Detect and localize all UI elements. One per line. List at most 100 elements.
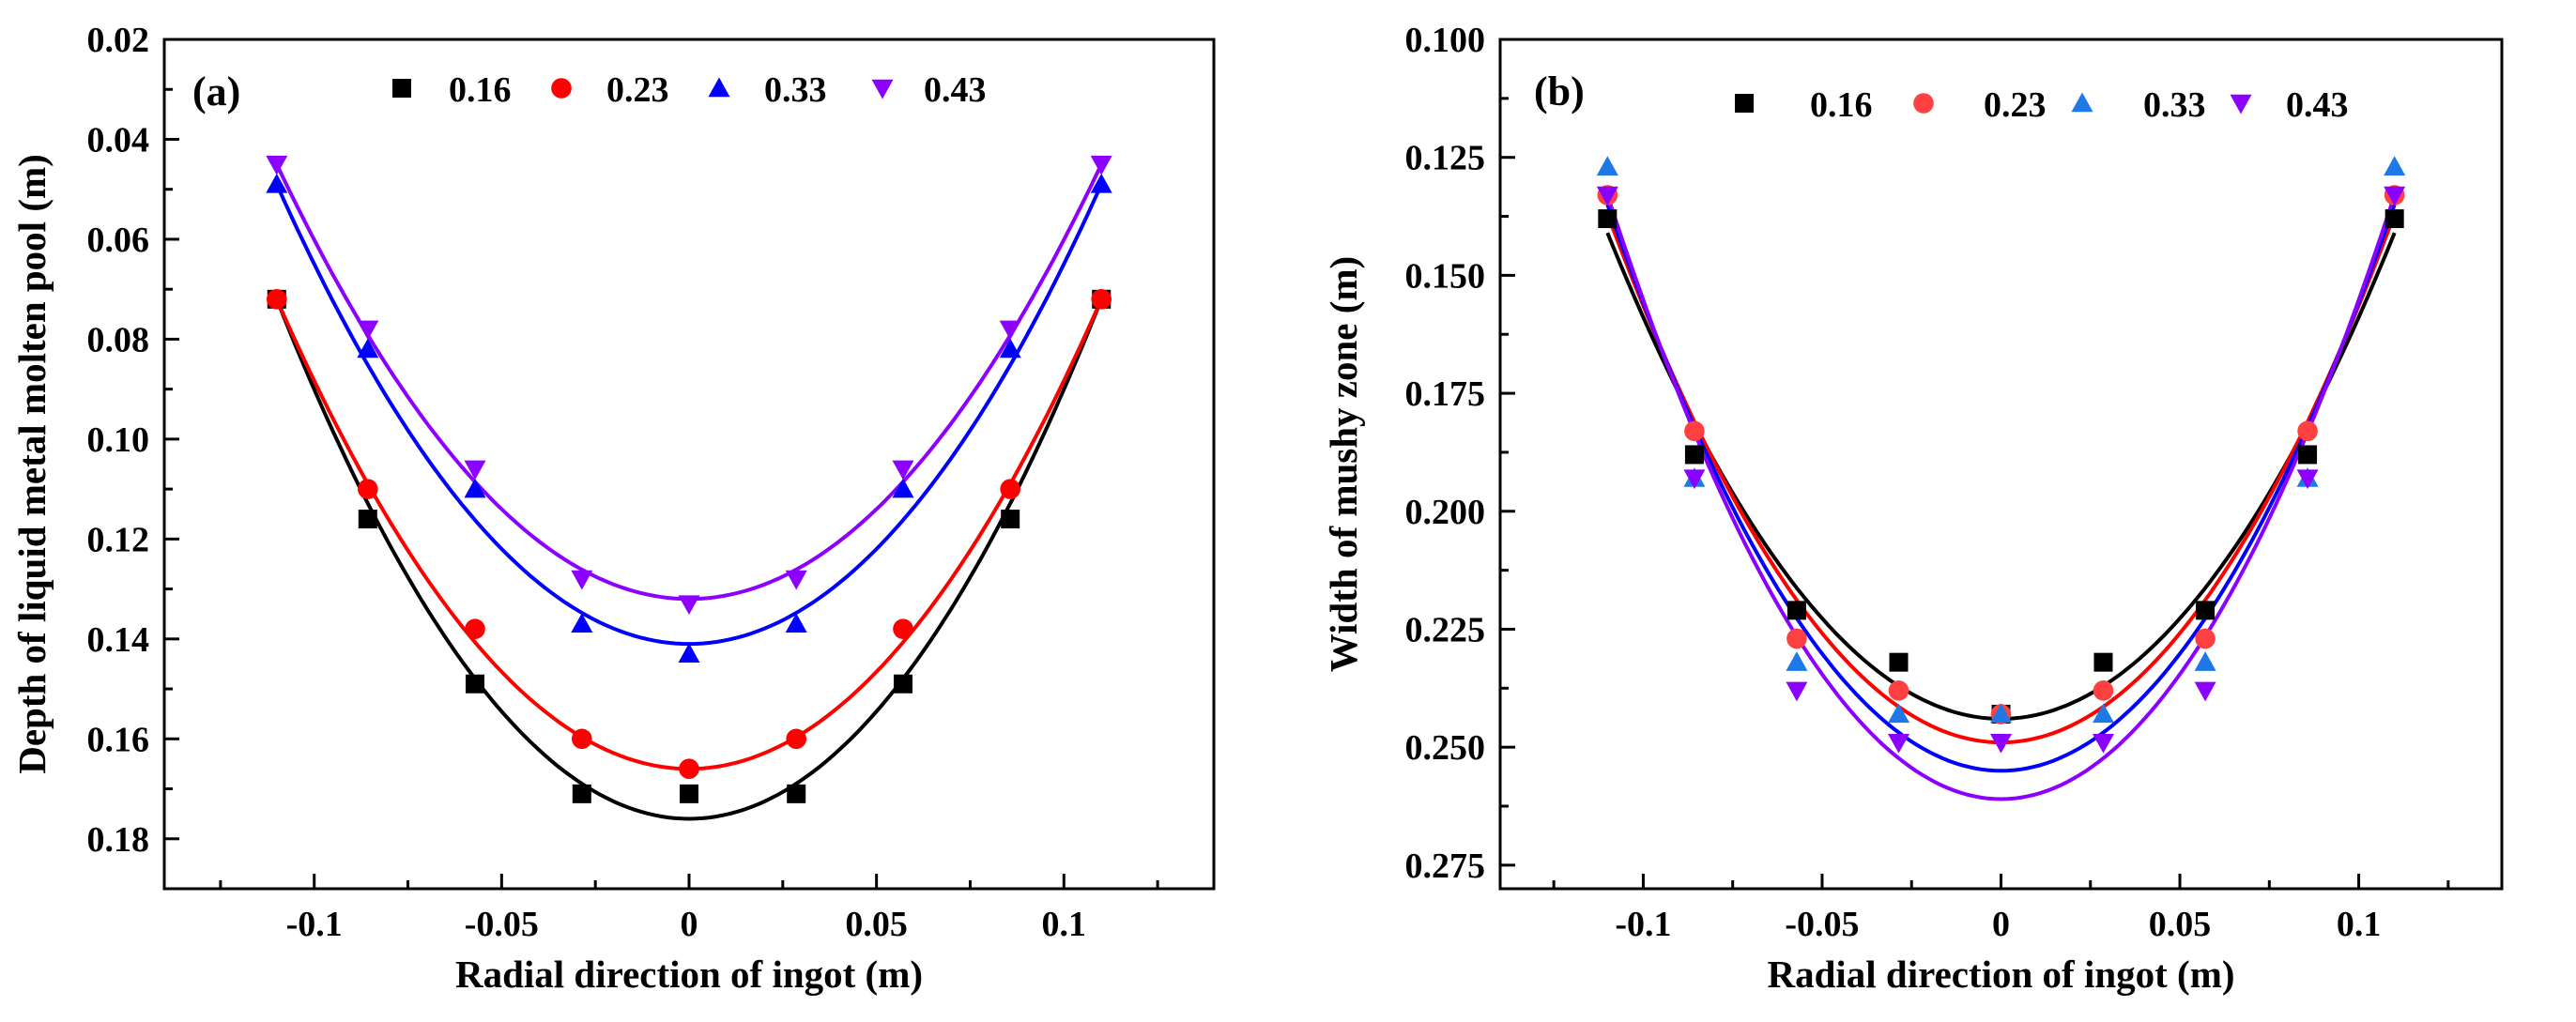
data-point-0.16: [2093, 652, 2113, 672]
data-point-0.43: [464, 460, 486, 480]
y-tick-label: 0.02: [87, 21, 150, 60]
y-tick-label: 0.225: [1405, 610, 1486, 649]
legend-label: 0.33: [764, 70, 827, 110]
y-tick-label: 0.12: [87, 520, 150, 559]
fit-curve-0.33: [1605, 204, 2397, 773]
panel-label: (b): [1534, 69, 1585, 114]
legend-marker-0.23: [551, 78, 572, 99]
panel-a: -0.1 -0.05 0 0.05 0.1 0.02 0.04 0.06 0.08 0.10 0.1…: [10, 21, 1216, 996]
y-tick-label: 0.04: [87, 120, 150, 160]
y-tick-label: 0.175: [1405, 374, 1486, 414]
y-tick-label: 0.08: [87, 320, 150, 359]
legend-marker-0.33: [708, 77, 730, 98]
legend-marker-0.43: [2230, 94, 2252, 114]
data-point-0.43: [357, 320, 379, 341]
x-axis-label: Radial direction of ingot (m): [1767, 953, 2234, 996]
data-point-0.23: [2297, 420, 2318, 442]
data-point-0.33: [571, 613, 593, 633]
data-point-0.33: [1990, 703, 2012, 724]
fit-curve-0.23: [274, 297, 1104, 771]
data-point-0.33: [2194, 651, 2216, 671]
y-tick-label: 0.16: [87, 720, 150, 759]
y-tick-label: 0.250: [1405, 728, 1486, 768]
data-point-0.43: [2296, 469, 2319, 490]
data-point-0.23: [679, 758, 699, 780]
y-tick-label: 0.100: [1405, 21, 1486, 60]
data-point-0.43: [2092, 733, 2114, 754]
data-point-0.23: [572, 728, 592, 750]
data-point-0.16: [893, 674, 912, 694]
data-point-0.16: [2298, 445, 2318, 465]
legend-label: 0.16: [449, 70, 512, 110]
data-point-0.23: [358, 479, 378, 499]
data-point-0.43: [266, 155, 288, 175]
x-tick-label: -0.05: [465, 905, 539, 944]
data-point-0.33: [785, 613, 807, 633]
data-point-0.33: [464, 478, 486, 498]
data-point-0.16: [1786, 601, 1806, 620]
data-point-0.33: [678, 643, 700, 663]
data-point-0.33: [999, 338, 1021, 358]
data-point-0.43: [1990, 733, 2012, 754]
data-point-0.43: [1786, 681, 1808, 702]
data-point-0.33: [892, 478, 914, 498]
y-tick-label: 0.14: [87, 620, 150, 660]
data-point-0.16: [680, 784, 698, 803]
y-tick-label: 0.275: [1405, 847, 1486, 886]
data-point-0.33: [357, 338, 379, 358]
legend-label: 0.43: [924, 70, 987, 110]
x-tick-label: 0.1: [2337, 905, 2382, 944]
data-point-0.33: [1786, 651, 1808, 671]
data-point-0.16: [1889, 652, 1909, 672]
fit-curve-0.16: [274, 298, 1104, 821]
data-point-0.16: [1001, 510, 1020, 529]
y-tick-label: 0.06: [87, 221, 150, 260]
data-point-0.43: [2384, 186, 2406, 206]
x-tick-label: 0: [1992, 905, 2010, 944]
legend-marker-0.33: [2071, 92, 2093, 113]
y-axis-label: Width of mushy zone (m): [1322, 256, 1365, 672]
data-point-0.23: [786, 728, 806, 750]
data-point-0.43: [1596, 186, 1618, 206]
x-tick-label: 0.1: [1042, 905, 1087, 944]
data-point-0.43: [785, 570, 807, 590]
data-point-0.23: [465, 618, 485, 639]
legend-marker-0.43: [871, 79, 894, 99]
data-point-0.16: [358, 510, 377, 529]
x-tick-label: 0: [681, 905, 698, 944]
legend-label: 0.43: [2286, 85, 2349, 125]
data-point-0.16: [1684, 445, 1704, 465]
data-point-0.43: [678, 595, 700, 616]
data-point-0.33: [1090, 173, 1112, 193]
fit-curve-0.43: [1605, 194, 2397, 801]
legend-label: 0.23: [606, 70, 669, 110]
data-point-0.23: [2093, 680, 2114, 701]
y-axis-label: Depth of liquid metal molten pool (m): [10, 154, 54, 774]
x-tick-label: 0.05: [2149, 905, 2212, 944]
fit-curve-0.16: [1605, 232, 2397, 722]
data-point-0.33: [266, 173, 288, 193]
data-point-0.33: [2384, 156, 2406, 175]
legend-label: 0.16: [1810, 85, 1873, 125]
panel-label: (a): [192, 69, 240, 114]
data-point-0.16: [2384, 209, 2404, 229]
y-tick-label: 0.125: [1405, 139, 1486, 178]
legend-label: 0.33: [2143, 85, 2206, 125]
panel-b: -0.1 -0.05 0 0.05 0.1 0.100 0.125 0.150 0.175 0.2…: [1322, 21, 2504, 996]
y-tick-label: 0.200: [1405, 493, 1486, 532]
data-point-0.23: [893, 618, 913, 639]
data-point-0.23: [1888, 680, 1909, 701]
data-point-0.23: [1786, 628, 1807, 649]
data-point-0.23: [1684, 420, 1705, 442]
plot-frame: [1498, 38, 2504, 891]
data-point-0.43: [571, 570, 593, 590]
data-point-0.43: [2194, 681, 2216, 702]
x-tick-label: -0.1: [1615, 905, 1671, 944]
x-tick-label: 0.05: [845, 905, 908, 944]
y-tick-label: 0.150: [1405, 256, 1486, 296]
data-point-0.43: [1090, 155, 1112, 175]
y-tick-label: 0.18: [87, 820, 150, 860]
legend-marker-0.23: [1913, 93, 1934, 114]
data-point-0.23: [266, 289, 287, 310]
